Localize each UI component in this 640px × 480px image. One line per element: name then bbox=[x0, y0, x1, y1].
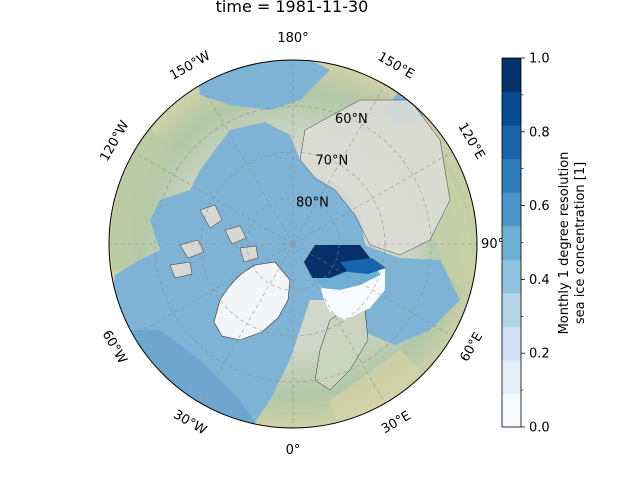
latitude-label: 70°N bbox=[315, 154, 348, 169]
colorbar-bin bbox=[502, 58, 521, 93]
longitude-label: 60°W bbox=[99, 328, 130, 367]
colorbar-tick-label: 0.6 bbox=[529, 199, 550, 214]
arctic-islands bbox=[169, 204, 259, 279]
colorbar-bin bbox=[502, 91, 521, 126]
latitude-label: 80°N bbox=[296, 195, 329, 210]
meridian-300 bbox=[133, 243, 294, 337]
longitude-label: 30°W bbox=[170, 407, 209, 438]
colorbar-bin bbox=[502, 225, 521, 260]
colorbar-bin bbox=[502, 192, 521, 227]
meridian-330 bbox=[200, 243, 294, 404]
map-border bbox=[108, 59, 478, 429]
longitude-label: 150°W bbox=[167, 48, 213, 83]
colorbar-bin bbox=[502, 326, 521, 361]
graticule bbox=[109, 60, 477, 428]
colorbar-tick-label: 0.0 bbox=[529, 421, 550, 436]
meridian-30 bbox=[292, 243, 386, 404]
land-patch-south bbox=[330, 350, 420, 428]
greenland bbox=[213, 261, 291, 341]
longitude-label: 0° bbox=[286, 443, 301, 458]
colorbar-bin bbox=[502, 125, 521, 160]
latitude-label: 60°N bbox=[335, 112, 368, 127]
meridian-60 bbox=[292, 243, 453, 337]
colorbar-bin bbox=[502, 393, 521, 428]
colorbar-bin bbox=[502, 359, 521, 394]
polar-map: 180°150°E120°E90°W60°E30°E0°30°W60°W120°… bbox=[97, 31, 517, 458]
latitude-circle-60 bbox=[154, 105, 432, 383]
land-patch-west bbox=[110, 130, 175, 270]
colorbar-bins bbox=[502, 58, 521, 428]
sea-ice bbox=[304, 245, 386, 320]
colorbar-bin bbox=[502, 259, 521, 294]
sea-ice-high bbox=[304, 245, 370, 278]
meridian-240 bbox=[133, 151, 294, 245]
plot-title: time = 1981-11-30 bbox=[216, 0, 369, 16]
longitude-label: 150°E bbox=[375, 50, 417, 83]
colorbar: 0.0 0.2 0.4 0.6 0.8 1.0 Monthly 1 degree reso… bbox=[501, 52, 588, 436]
longitude-label: 120°E bbox=[455, 120, 488, 162]
sea-ice-edge bbox=[340, 258, 386, 274]
meridian-150 bbox=[292, 84, 386, 245]
colorbar-ticks: 0.0 0.2 0.4 0.6 0.8 1.0 bbox=[521, 52, 550, 436]
colorbar-tick-label: 0.2 bbox=[529, 347, 550, 362]
colorbar-tick-label: 1.0 bbox=[529, 52, 550, 67]
colorbar-label-line2: sea ice concentration [1] bbox=[573, 162, 588, 324]
colorbar-tick-label: 0.8 bbox=[529, 125, 550, 140]
colorbar-bin bbox=[502, 158, 521, 193]
longitude-label: 60°E bbox=[458, 330, 487, 365]
colorbar-label-line1: Monthly 1 degree resolution bbox=[557, 152, 572, 335]
longitude-label: 120°W bbox=[97, 118, 132, 164]
colorbar-tick-label: 0.4 bbox=[529, 273, 550, 288]
colorbar-bin bbox=[502, 292, 521, 327]
latitude-labels: 60°N 70°N 80°N bbox=[296, 112, 368, 210]
meridian-210 bbox=[200, 84, 294, 245]
meridian-120 bbox=[292, 151, 453, 245]
longitude-label: 180° bbox=[277, 31, 308, 46]
longitude-label: 30°E bbox=[379, 409, 414, 438]
